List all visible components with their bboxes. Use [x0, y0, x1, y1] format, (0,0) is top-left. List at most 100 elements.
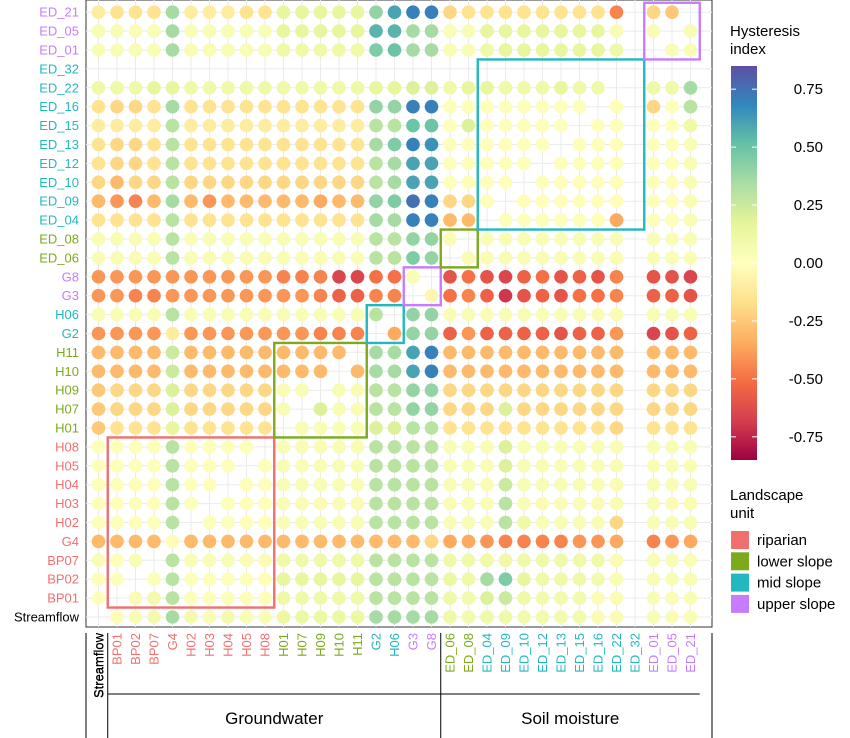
heatmap-dot [683, 459, 698, 473]
y-tick-label: ED_01 [39, 43, 79, 58]
heatmap-dot [295, 459, 309, 473]
heatmap-dot [480, 194, 494, 208]
heatmap-dot [387, 326, 402, 341]
heatmap-dot [258, 118, 272, 133]
heatmap-dot [91, 496, 106, 511]
heatmap-dot [683, 43, 698, 57]
y-tick-label: H02 [55, 515, 79, 530]
heatmap-dot [387, 534, 402, 549]
heatmap-dot [498, 156, 513, 171]
y-tick-label: H01 [55, 421, 79, 436]
heatmap-dot [591, 43, 605, 57]
heatmap-dot [443, 534, 457, 549]
heatmap-dot [165, 156, 180, 171]
heatmap-dot [424, 421, 439, 435]
heatmap-dot [424, 118, 439, 133]
heatmap-dot [387, 156, 402, 171]
heatmap-dot [184, 137, 198, 152]
heatmap-dot [646, 553, 661, 568]
heatmap-dot [110, 137, 124, 152]
heatmap-dot [480, 251, 494, 265]
heatmap-dot [276, 459, 291, 473]
heatmap-dot [609, 24, 624, 38]
heatmap-dot [591, 5, 605, 19]
heatmap-dot [147, 194, 161, 208]
heatmap-dot [572, 610, 587, 624]
heatmap-dot [387, 213, 402, 227]
heatmap-dot [609, 402, 624, 416]
heatmap-dot [517, 477, 531, 492]
heatmap-dot [313, 43, 328, 57]
legend-title-line1: Landscape [730, 487, 803, 504]
heatmap-dot [110, 553, 124, 568]
heatmap-dot [443, 515, 457, 530]
heatmap-dot [406, 43, 420, 57]
heatmap-dot [665, 175, 679, 190]
heatmap-dot [184, 610, 198, 624]
heatmap-dot [591, 496, 605, 511]
colorbar-tick-label: 0.00 [794, 255, 823, 272]
heatmap-dot [498, 496, 513, 511]
heatmap-dot [313, 118, 328, 133]
heatmap-dot [295, 591, 309, 605]
heatmap-dot [147, 383, 161, 398]
heatmap-dot [276, 194, 291, 208]
heatmap-dot [609, 591, 624, 605]
heatmap-dot [184, 572, 198, 586]
heatmap-dot [276, 270, 291, 284]
heatmap-dot [572, 383, 587, 398]
heatmap-dot [517, 345, 531, 360]
heatmap-dot [387, 288, 402, 303]
heatmap-dot [128, 364, 143, 379]
heatmap-dot [572, 43, 587, 57]
heatmap-dot [221, 383, 235, 398]
heatmap-dot [184, 534, 198, 549]
heatmap-dot [258, 345, 272, 360]
heatmap-dot [480, 515, 494, 530]
heatmap-dot [184, 270, 198, 284]
heatmap-dot [147, 137, 161, 152]
heatmap-dot [165, 515, 180, 530]
heatmap-dot [350, 270, 365, 284]
heatmap-dot [406, 137, 420, 152]
heatmap-dot [480, 326, 494, 341]
heatmap-dot [239, 232, 254, 246]
heatmap-dot [295, 515, 309, 530]
heatmap-dot [683, 137, 698, 152]
heatmap-dot [184, 194, 198, 208]
highlight-box-upper [643, 1, 701, 61]
heatmap-dot [554, 553, 568, 568]
heatmap-dot [350, 421, 365, 435]
heatmap-dot [239, 553, 254, 568]
heatmap-dot [591, 402, 605, 416]
heatmap-dot [350, 137, 365, 152]
heatmap-dot [276, 175, 291, 190]
group-brackets: Streamflow Groundwater Soil moisture [85, 632, 713, 738]
heatmap-dot [165, 137, 180, 152]
heatmap-dot [609, 213, 624, 227]
heatmap-dot [646, 440, 661, 454]
heatmap-dot [424, 610, 439, 624]
heatmap-dot [165, 194, 180, 208]
heatmap-dot [184, 459, 198, 473]
heatmap-dot [91, 251, 106, 265]
heatmap-dot [572, 5, 587, 19]
heatmap-dot [424, 213, 439, 227]
heatmap-dot [517, 99, 531, 114]
heatmap-dot [517, 364, 531, 379]
heatmap-dot [332, 118, 346, 133]
group-label: Soil moisture [521, 709, 619, 728]
heatmap-dot [646, 421, 661, 435]
heatmap-dot [184, 326, 198, 341]
colorbar-title-line1: Hysteresis [730, 23, 800, 40]
heatmap-dot [91, 232, 106, 246]
heatmap-dot [443, 270, 457, 284]
heatmap-dot [165, 402, 180, 416]
heatmap-dot [239, 43, 254, 57]
heatmap-dot [332, 194, 346, 208]
heatmap-dot [591, 421, 605, 435]
heatmap-dot [110, 610, 124, 624]
heatmap-dot [110, 364, 124, 379]
heatmap-dot [147, 459, 161, 473]
heatmap-dot [498, 5, 513, 19]
